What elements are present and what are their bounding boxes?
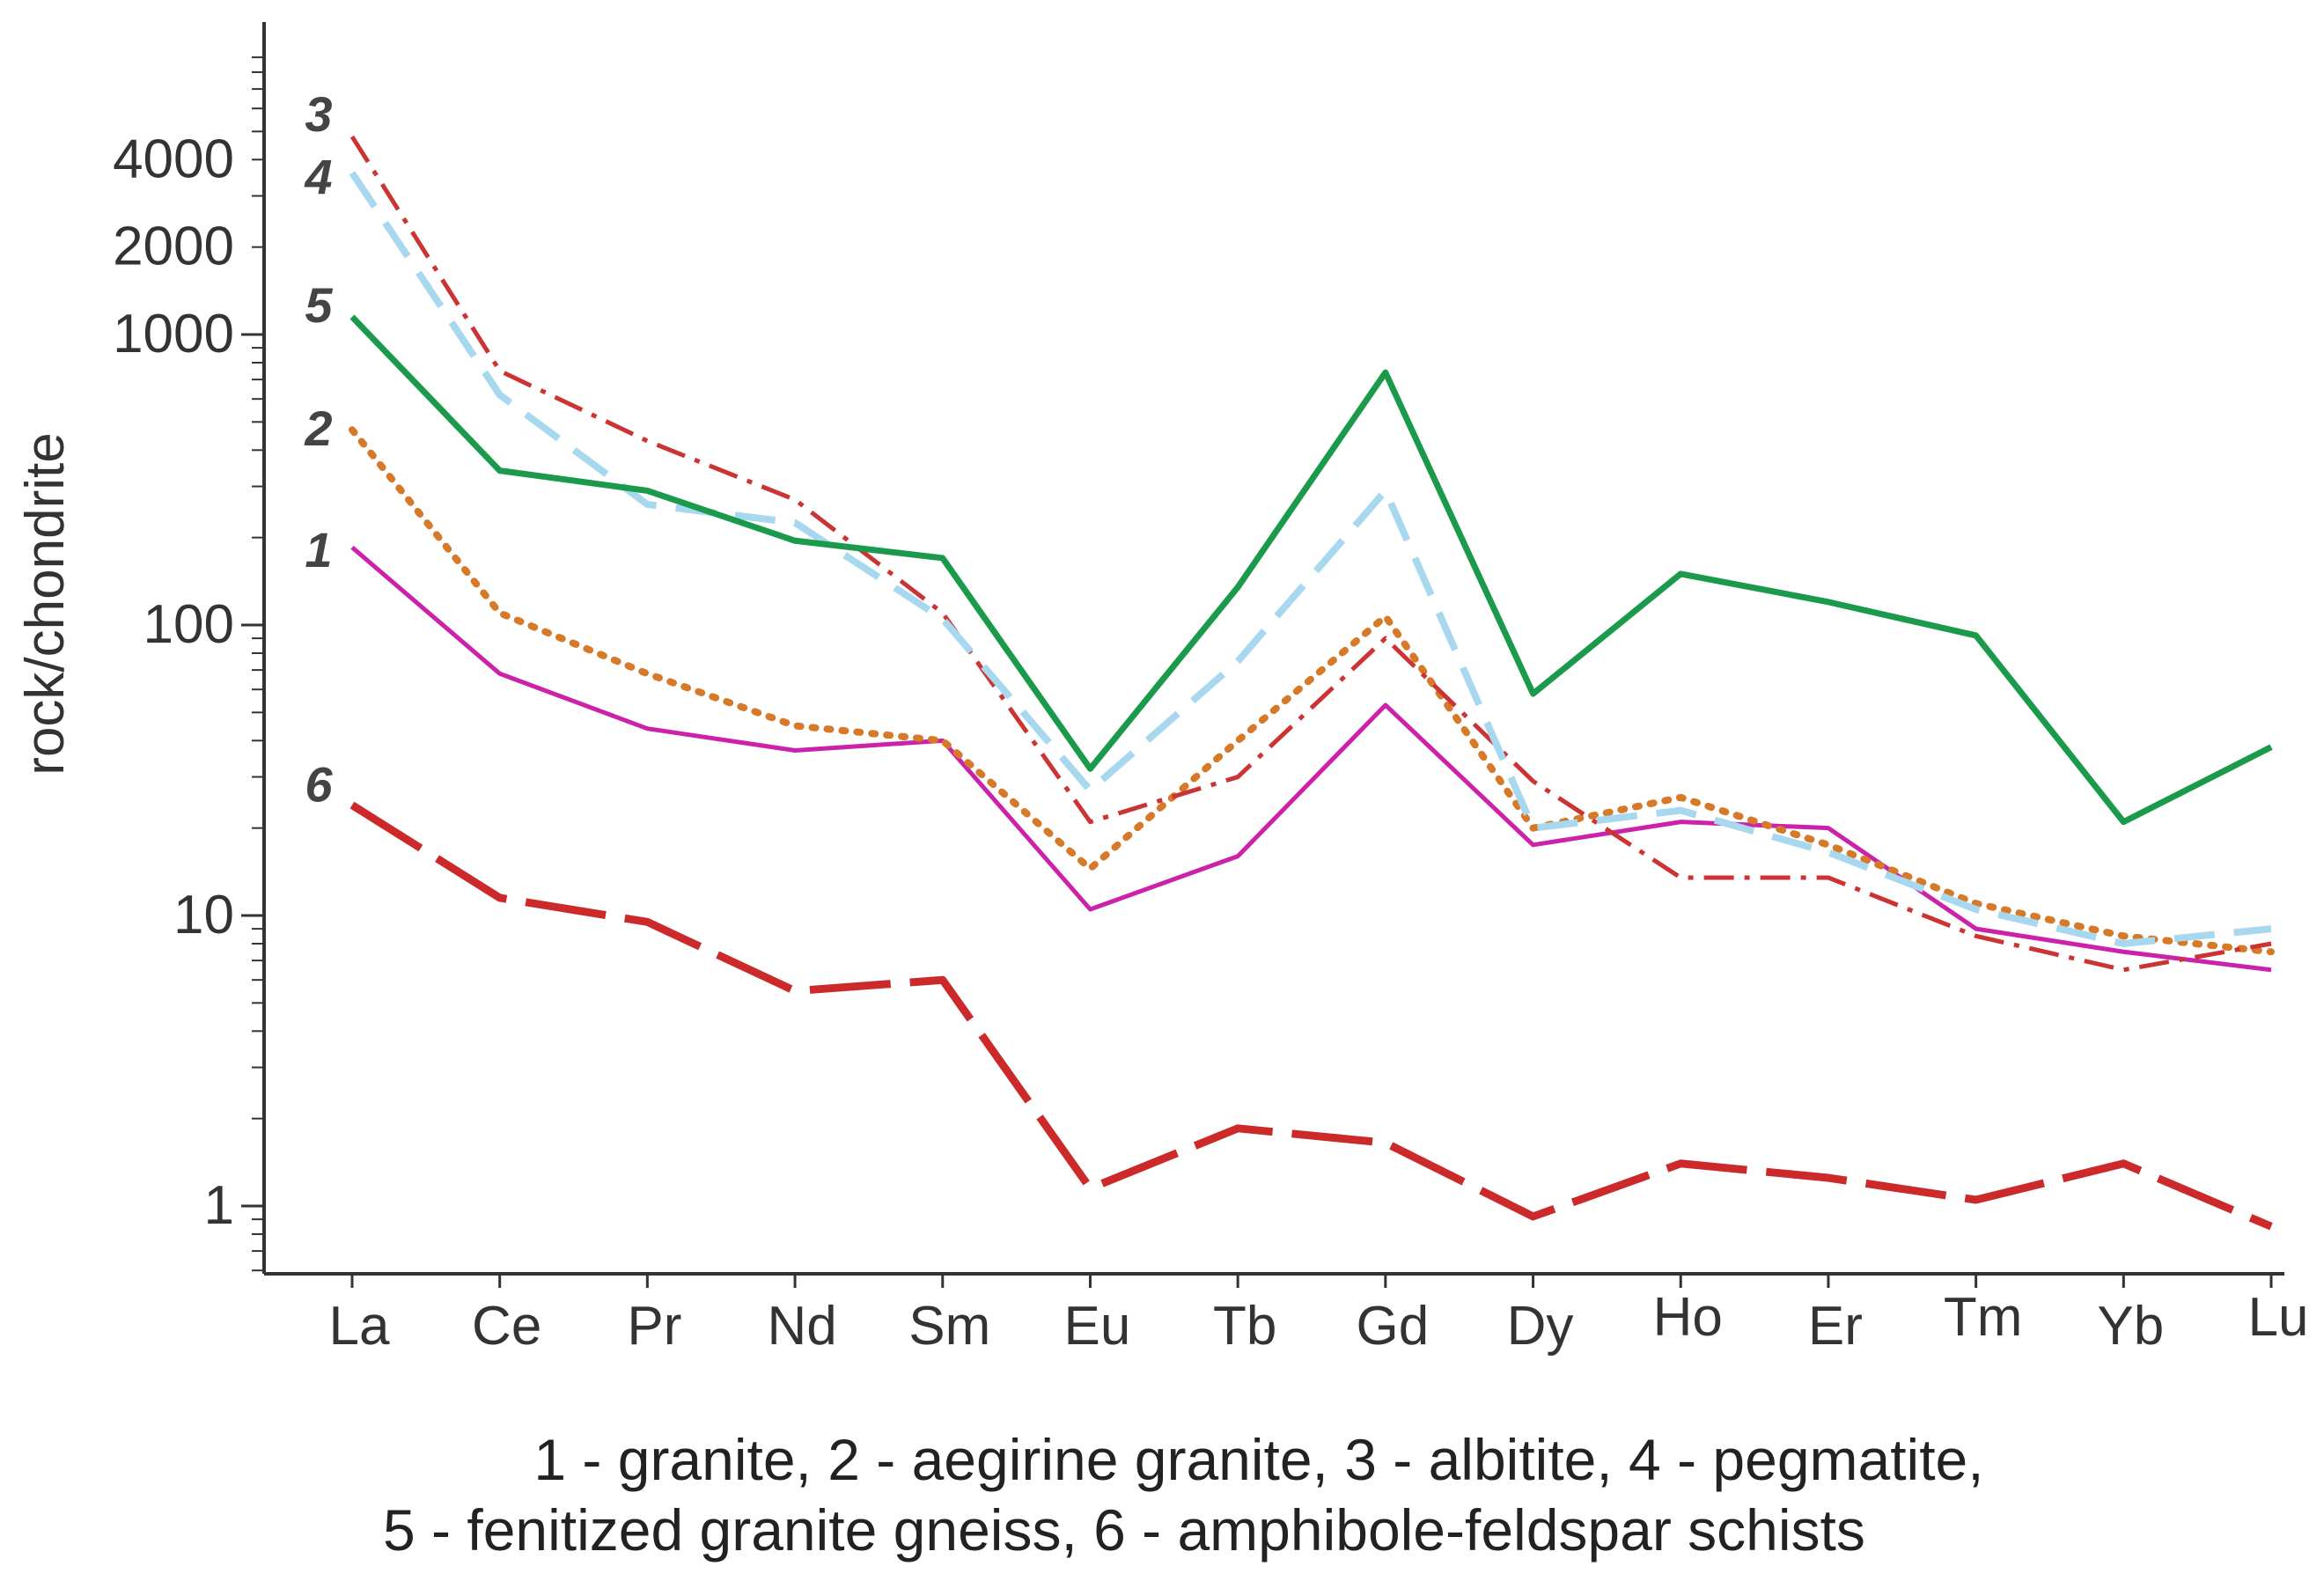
ree-pattern-chart: rock/chondrite 1 10 100 1000 2000 4000 La Ce Pr N…	[15, 22, 2309, 1357]
series-6-line	[349, 801, 2273, 1231]
y-tick-label: 100	[143, 594, 234, 655]
x-tick-label-lu: Lu	[2248, 1287, 2309, 1348]
x-tick-label-pr: Pr	[627, 1296, 681, 1357]
series-2-line	[349, 426, 2275, 956]
series-4-line	[349, 171, 2272, 947]
x-tick-label-yb: Yb	[2097, 1296, 2164, 1357]
series-5-line	[349, 314, 2273, 826]
x-tick-label-sm: Sm	[908, 1296, 990, 1357]
x-tick-label-tb: Tb	[1213, 1296, 1276, 1357]
x-tick-label-eu: Eu	[1064, 1296, 1131, 1357]
y-tick-label: 1	[204, 1175, 234, 1236]
x-tick-label-nd: Nd	[767, 1296, 836, 1357]
axes: rock/chondrite	[15, 22, 2284, 1276]
x-tick-label-la: La	[329, 1296, 390, 1357]
x-tick-label-ho: Ho	[1653, 1287, 1723, 1348]
series-5-label: 5	[305, 277, 333, 333]
y-tick-label: 1000	[113, 304, 234, 364]
y-ticks: 1 10 100 1000 2000 4000 La Ce Pr Nd Sm Eu Tb Gd Dy Ho Er…	[113, 56, 2309, 1357]
x-tick-label-ce: Ce	[472, 1296, 541, 1357]
series-4-label: 4	[304, 149, 332, 204]
series-1-label: 1	[305, 522, 332, 577]
series-6-label: 6	[305, 757, 333, 813]
series-labels: 1 2 3 4 5 6	[304, 86, 333, 812]
legend-caption-line-2: 5 - fenitized granite gneiss, 6 - amphib…	[383, 1497, 1865, 1563]
x-tick-label-dy: Dy	[1507, 1296, 1574, 1357]
series-3-line	[349, 135, 2272, 973]
y-tick-label: 4000	[113, 129, 234, 189]
y-axis-title: rock/chondrite	[15, 432, 76, 775]
x-tick-label-er: Er	[1808, 1296, 1863, 1357]
y-tick-label: 10	[173, 885, 234, 945]
x-tick-label-tm: Tm	[1944, 1287, 2023, 1348]
series-1-line	[350, 545, 2272, 973]
series-2-label: 2	[304, 401, 332, 456]
y-tick-label: 2000	[113, 217, 234, 277]
series-3-label: 3	[305, 86, 332, 142]
x-tick-label-gd: Gd	[1356, 1296, 1429, 1357]
series-layer	[349, 135, 2275, 1231]
legend-caption-line-1: 1 - granite, 2 - aegirine granite, 3 - a…	[533, 1427, 1984, 1492]
